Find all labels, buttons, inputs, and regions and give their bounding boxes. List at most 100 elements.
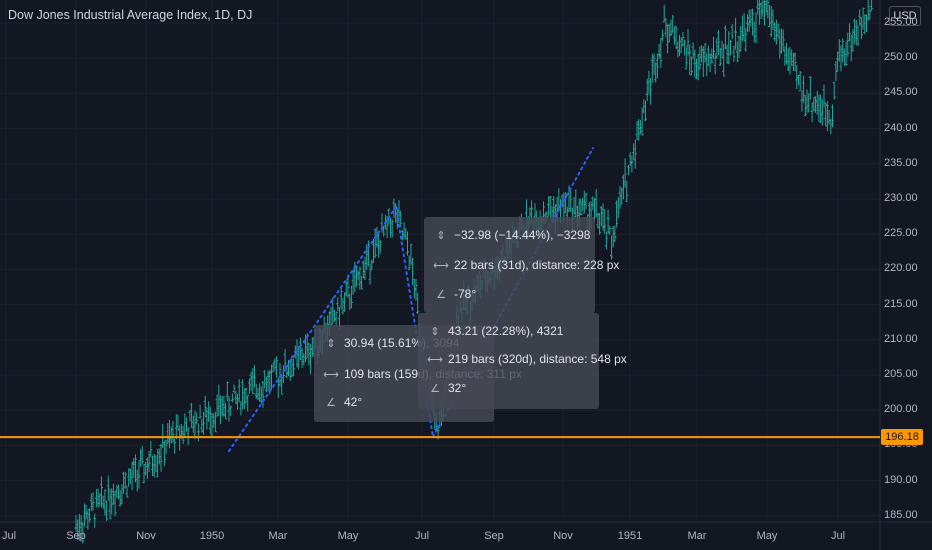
ohlc-bar [706,45,710,66]
ohlc-bar [161,423,165,448]
vertical-range-icon: ⇕ [326,338,336,350]
ohlc-bar [698,46,702,70]
measure-box-3[interactable]: ⇕ 43.21 (22.28%), 4321 ⟷ 219 bars (320d), … [418,313,627,409]
ohlc-bar [358,266,362,290]
ohlc-bar [773,22,777,42]
ohlc-bar [849,34,853,62]
ohlc-bar [246,394,250,412]
ohlc-bar [173,438,177,454]
ohlc-bar [334,311,338,327]
ohlc-bar [812,97,816,112]
ohlc-bar [659,37,663,68]
ohlc-bar [579,198,583,216]
ohlc-bar [856,25,860,47]
ohlc-bar [712,37,715,59]
ohlc-bar [159,444,163,472]
ohlc-bar [380,213,384,233]
ohlc-bar [817,94,821,122]
ohlc-bar [727,31,731,65]
ohlc-bar [836,51,840,72]
ohlc-bar [717,29,721,56]
ohlc-bar [140,445,144,465]
ohlc-bar [273,358,277,371]
ohlc-bar [205,407,209,430]
ohlc-bar [253,364,256,388]
ohlc-bar [98,493,102,507]
ohlc-bar [572,197,576,215]
ohlc-bar [581,197,585,212]
ohlc-bar [655,53,659,79]
measure-box-2[interactable]: ⇕ −32.98 (−14.44%), −3298 ⟷ 22 bars (31d),… [424,217,619,313]
ohlc-bar [202,411,205,435]
ohlc-bar [807,93,811,113]
measure-price-change: −32.98 (−14.44%), −3298 [454,228,591,242]
currency-button[interactable]: USD [889,6,921,26]
ohlc-bar [123,472,127,489]
ohlc-bar [715,37,719,59]
ohlc-bar [210,412,214,437]
ohlc-bar [832,81,836,100]
ohlc-bar [771,9,775,31]
measure-angle: 42° [344,395,363,409]
ohlc-bar [679,37,683,53]
ohlc-bar [185,417,188,432]
ohlc-bar [203,395,207,418]
ohlc-bar [778,28,782,59]
ohlc-bar [669,19,673,37]
ohlc-bar [117,484,120,500]
ohlc-bar [781,29,785,52]
ohlc-bar [207,401,211,422]
ohlc-bar [292,358,296,377]
measure-angle: 32° [448,381,467,395]
ohlc-bar [700,45,704,63]
x-tick-label: May [337,530,359,542]
ohlc-bar [630,155,634,173]
ohlc-bar [620,187,624,205]
ohlc-bar [824,102,828,127]
ohlc-bar [751,8,755,36]
ohlc-bar [744,27,748,52]
ohlc-bar [212,413,216,428]
x-tick-label: Jul [1,530,17,542]
ohlc-bar [861,7,865,30]
ohlc-bar [604,231,608,250]
ohlc-bar [81,522,85,544]
ohlc-bar [708,54,712,73]
ohlc-bar [808,76,812,100]
ohlc-bar [730,24,734,40]
y-tick-label: 225.00 [884,227,918,240]
ohlc-bar [103,489,107,516]
horizontal-range-icon: ⟷ [323,369,339,381]
ohlc-bar [132,457,136,479]
ohlc-bar [195,412,199,425]
ohlc-bar [610,235,613,260]
ohlc-bar [137,460,141,489]
x-tick-label: Jul [830,530,846,542]
ohlc-bar [234,390,238,405]
ohlc-bar [302,353,306,366]
ohlc-bar [130,461,134,491]
ohlc-bar [859,17,863,40]
ohlc-bar [683,39,687,56]
ohlc-bar [735,41,739,63]
ohlc-bar [627,164,630,176]
y-tick-label: 185.00 [884,508,918,521]
x-tick-label: Mar [687,530,707,542]
ohlc-bar [820,98,824,126]
ohlc-bar [814,96,817,113]
ohlc-bar [188,410,192,422]
ohlc-bar [134,454,137,483]
ohlc-bar [275,356,279,378]
ohlc-bar [723,25,727,50]
ohlc-bar [695,58,698,80]
ohlc-bar [215,394,219,418]
ohlc-bar [190,402,194,429]
ohlc-bar [162,441,166,467]
ohlc-bar [122,471,126,494]
ohlc-bar [649,78,653,105]
ohlc-bar [625,180,629,203]
ohlc-bar [200,418,204,433]
ohlc-bar [754,12,758,43]
ohlc-bar [621,174,625,200]
y-tick-label: 240.00 [884,121,918,134]
